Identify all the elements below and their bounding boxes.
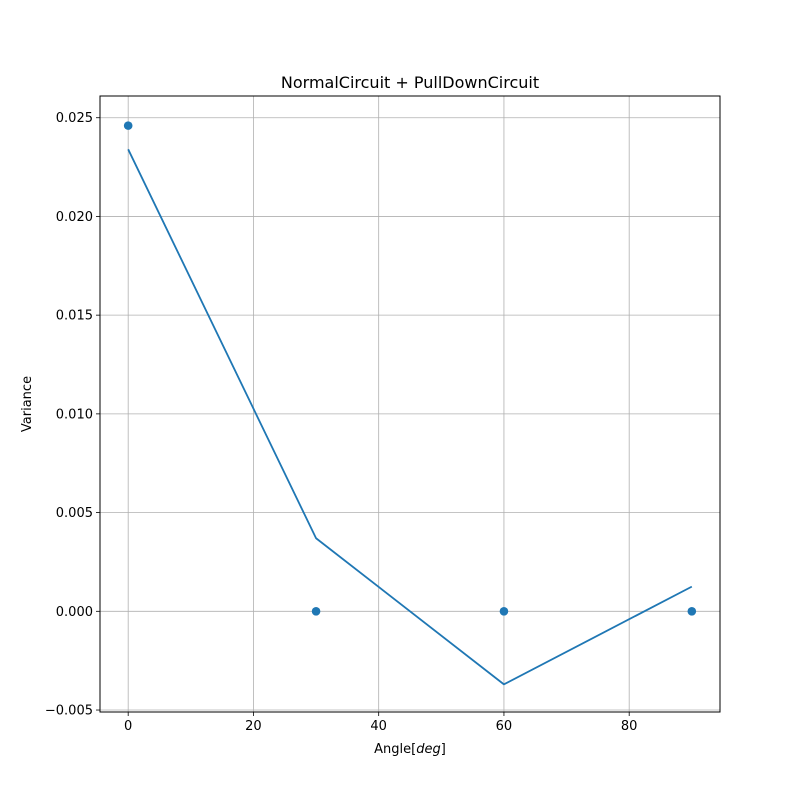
y-tick-label: 0.000	[56, 605, 93, 620]
x-axis-label-bracket-open: [	[411, 742, 416, 757]
y-tick-label: 0.005	[56, 506, 93, 521]
x-axis-label-bracket-close: ]	[441, 742, 446, 757]
x-tick-label: 40	[370, 719, 387, 734]
y-tick-label: 0.010	[56, 407, 93, 422]
y-tick-label: 0.015	[56, 309, 93, 324]
x-axis-label-text: Angle	[374, 742, 411, 757]
fit-line	[127, 148, 693, 686]
x-tick-label: 80	[621, 719, 638, 734]
scatter-point	[687, 607, 697, 616]
plot-frame	[99, 95, 721, 713]
chart-title: NormalCircuit + PullDownCircuit	[281, 73, 539, 92]
grid	[100, 96, 720, 712]
scatter-point	[311, 607, 321, 616]
x-tick-label: 0	[124, 719, 132, 734]
scatter-point	[499, 607, 509, 616]
x-tick-label: 20	[245, 719, 262, 734]
y-tick-label: 0.025	[56, 111, 93, 126]
scatter-point	[123, 121, 133, 130]
y-tick-label: 0.020	[56, 210, 93, 225]
x-axis-label: Angle[deg]	[374, 742, 446, 757]
y-axis-label: Variance	[20, 376, 35, 432]
plot-data	[123, 121, 697, 686]
axis-ticks: 0 20 40 60 80 −0.005 0.000 0.005 0.010 0.015 0.020…	[45, 111, 638, 734]
x-axis-label-unit: deg	[416, 742, 441, 757]
y-tick-label: −0.005	[45, 704, 93, 719]
x-tick-label: 60	[496, 719, 513, 734]
